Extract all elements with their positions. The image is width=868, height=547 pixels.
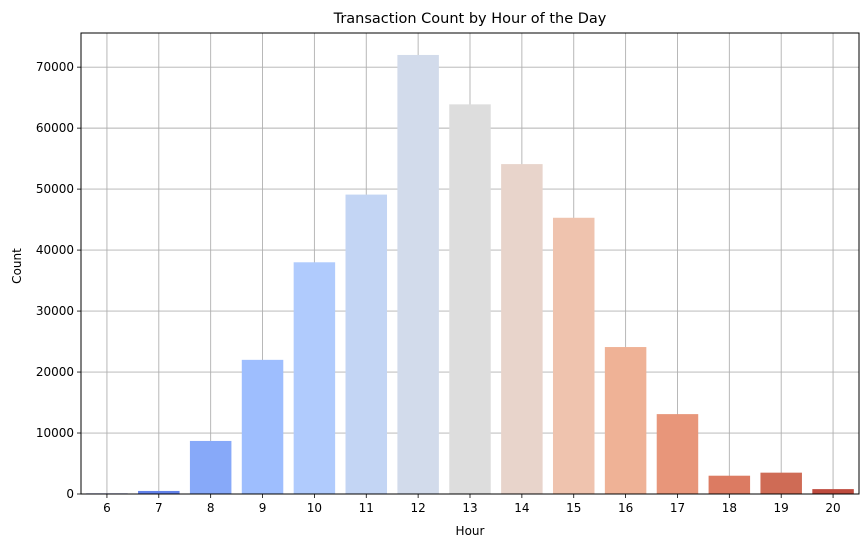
y-tick-label: 50000 — [36, 182, 74, 196]
y-tick-label: 60000 — [36, 121, 74, 135]
bar-hour-18 — [708, 475, 751, 494]
bar-hour-16 — [604, 347, 647, 494]
bar-hour-12 — [397, 54, 439, 494]
bar-hour-20 — [812, 489, 854, 494]
x-tick-label: 11 — [359, 501, 374, 515]
x-tick-label: 12 — [410, 501, 425, 515]
y-tick-label: 30000 — [36, 304, 74, 318]
x-tick-label: 10 — [307, 501, 322, 515]
bar-hour-15 — [552, 217, 595, 494]
bar-hour-17 — [656, 414, 699, 494]
y-tick-label: 0 — [66, 487, 74, 501]
x-tick-label: 9 — [259, 501, 267, 515]
x-axis-ticks: 6 7 8 9 10 11 12 13 14 15 16 17 18 19 20 — [103, 494, 841, 515]
bar-hour-14 — [501, 164, 543, 494]
bar-hour-10 — [293, 262, 336, 494]
x-tick-label: 7 — [155, 501, 163, 515]
x-axis-title: Hour — [456, 524, 485, 538]
y-tick-label: 40000 — [36, 243, 74, 257]
x-tick-label: 8 — [207, 501, 215, 515]
y-tick-label: 20000 — [36, 365, 74, 379]
bars — [86, 54, 854, 494]
x-tick-label: 20 — [825, 501, 840, 515]
chart-title: Transaction Count by Hour of the Day — [333, 11, 607, 27]
bar-hour-7 — [138, 490, 180, 494]
x-tick-label: 15 — [566, 501, 581, 515]
x-tick-label: 13 — [462, 501, 477, 515]
bar-hour-11 — [345, 194, 388, 494]
bar-hour-13 — [449, 104, 491, 494]
y-tick-label: 10000 — [36, 426, 74, 440]
x-tick-label: 18 — [722, 501, 737, 515]
y-tick-label: 70000 — [36, 60, 74, 74]
x-tick-label: 6 — [103, 501, 111, 515]
bar-hour-19 — [760, 472, 802, 494]
y-axis-title: Count — [10, 248, 24, 284]
y-axis-ticks: 0 10000 20000 30000 40000 50000 60000 70000 — [36, 60, 81, 501]
x-tick-label: 14 — [514, 501, 529, 515]
x-tick-label: 16 — [618, 501, 633, 515]
bar-hour-9 — [241, 359, 284, 494]
bar-hour-8 — [189, 440, 232, 494]
x-tick-label: 19 — [774, 501, 789, 515]
x-tick-label: 17 — [670, 501, 685, 515]
